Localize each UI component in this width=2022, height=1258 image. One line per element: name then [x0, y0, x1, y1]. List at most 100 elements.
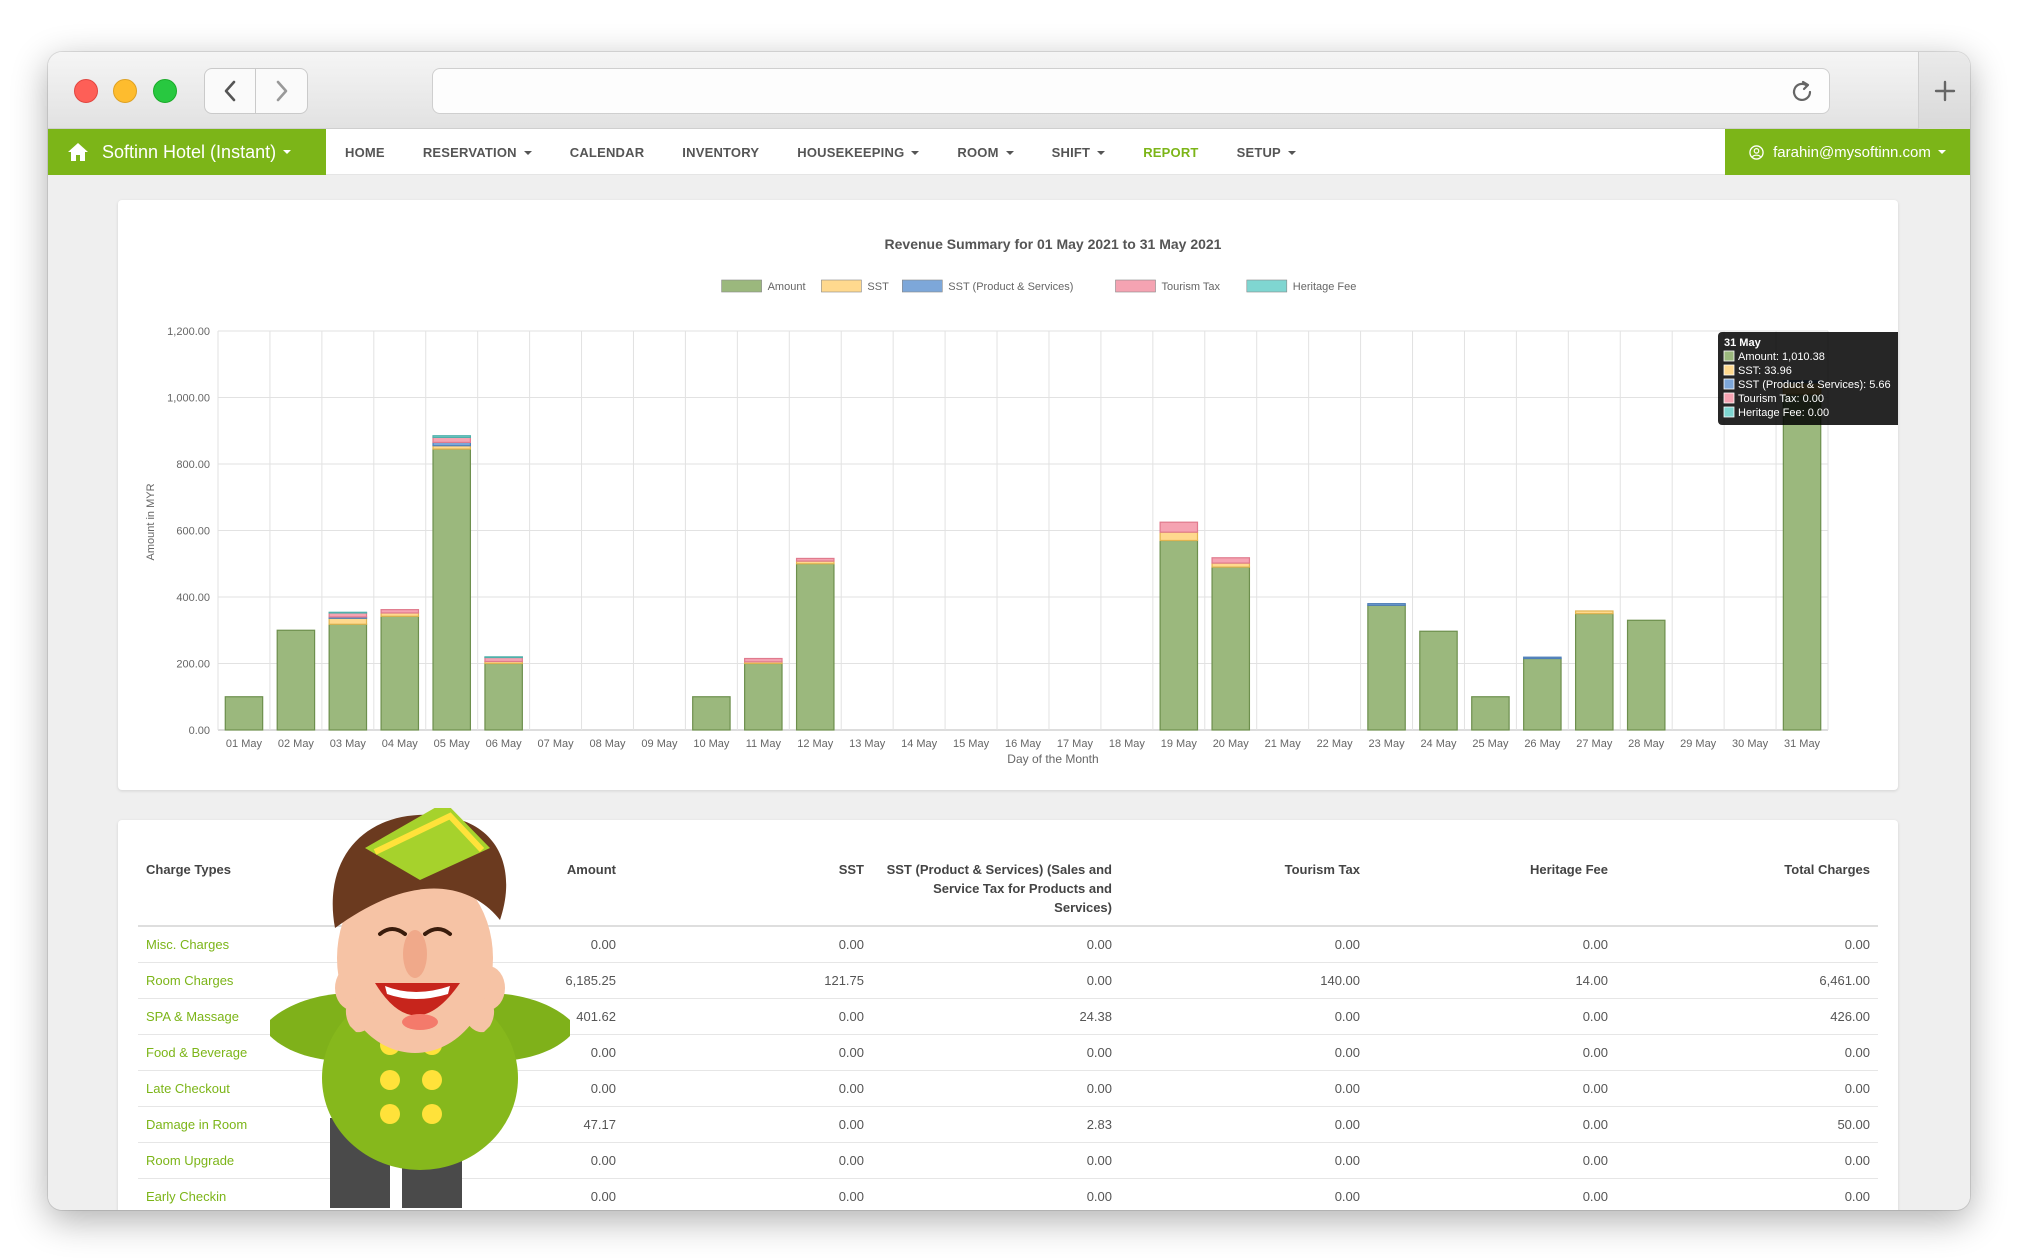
browser-toolbar	[48, 52, 1970, 129]
tooltip-line: Tourism Tax: 0.00	[1738, 393, 1824, 405]
charge-type-link[interactable]: Room Charges	[146, 972, 234, 988]
bar-segment-amount	[692, 696, 731, 731]
col-tourism-tax[interactable]: Tourism Tax	[1120, 850, 1368, 927]
bar-segment-amount	[328, 623, 368, 731]
table-cell: 0.00	[1120, 1070, 1368, 1107]
chart-legend: Amount SST SST (Product & Services) Tourism…	[721, 279, 1357, 293]
hotel-selector[interactable]: Softinn Hotel (Instant)	[48, 129, 326, 175]
tooltip-background	[1718, 332, 1904, 425]
reload-icon[interactable]	[1789, 79, 1815, 105]
bar-segment-amount	[484, 662, 523, 731]
minimize-window-button[interactable]	[113, 79, 137, 103]
table-cell: 50.00	[1616, 1106, 1878, 1143]
x-tick-label: 13 May	[849, 738, 886, 750]
table-cell: 2.83	[872, 1106, 1120, 1143]
charge-type-link[interactable]: Late Checkout	[146, 1080, 230, 1096]
charge-type-link[interactable]: Room Upgrade	[146, 1152, 235, 1168]
new-tab-button[interactable]	[1918, 52, 1970, 129]
charge-type-link[interactable]: SPA & Massage	[146, 1008, 239, 1024]
x-tick-label: 14 May	[901, 738, 938, 750]
nav-home[interactable]: HOME	[326, 145, 404, 160]
col-total-charges[interactable]: Total Charges	[1616, 850, 1878, 927]
chevron-down-icon	[911, 151, 920, 156]
legend-swatch	[1246, 279, 1288, 293]
table-cell: 0.00	[624, 1142, 872, 1179]
forward-button[interactable]	[256, 68, 308, 114]
maximize-window-button[interactable]	[153, 79, 177, 103]
bar-segment-amount	[795, 563, 835, 731]
legend-label: Heritage Fee	[1293, 281, 1357, 293]
close-window-button[interactable]	[74, 79, 98, 103]
chevron-right-icon	[276, 80, 287, 102]
legend-swatch	[901, 279, 943, 293]
table-cell: 0.00	[1120, 1178, 1368, 1210]
nav-label: HOUSEKEEPING	[797, 144, 905, 160]
legend-swatch	[721, 279, 762, 293]
x-tick-label: 28 May	[1628, 738, 1665, 750]
user-menu[interactable]: farahin@mysoftinn.com	[1725, 129, 1970, 175]
y-tick-label: 1,200.00	[167, 326, 210, 338]
user-email: farahin@mysoftinn.com	[1773, 143, 1931, 161]
col-heritage-fee[interactable]: Heritage Fee	[1368, 850, 1616, 927]
y-tick-label: 400.00	[176, 592, 210, 604]
table-cell: 0.00	[624, 1070, 872, 1107]
bar-segment-tourism-tax	[432, 436, 472, 443]
nav-label: RESERVATION	[422, 144, 517, 160]
table-cell: 0.00	[438, 1178, 624, 1210]
bar-segment-heritage-fee	[328, 611, 368, 614]
back-button[interactable]	[204, 68, 256, 114]
bar-segment-tourism-tax	[744, 657, 783, 663]
tooltip-line: SST (Product & Services): 5.66	[1738, 379, 1891, 391]
nav-calendar[interactable]: CALENDAR	[551, 145, 664, 160]
tooltip-swatch	[1723, 378, 1735, 390]
tooltip-swatch	[1723, 392, 1735, 404]
col-sst-product-services[interactable]: SST (Product & Services) (Sales and Serv…	[872, 850, 1120, 927]
table-cell: 0.00	[1120, 998, 1368, 1035]
table-cell: 0.00	[1616, 1142, 1878, 1179]
table-cell: 0.00	[1616, 1034, 1878, 1071]
table-cell: 0.00	[872, 962, 1120, 999]
nav-reservation[interactable]: RESERVATION	[404, 145, 551, 160]
table-cell: 0.00	[1616, 1070, 1878, 1107]
table-cell: 0.00	[624, 1178, 872, 1210]
y-axis-label: Amount in MYR	[145, 483, 157, 560]
table-cell: 0.00	[624, 998, 872, 1035]
table-cell: 0.00	[1368, 1142, 1616, 1179]
table-cell: 0.00	[1120, 1034, 1368, 1071]
bar-segment-amount	[380, 615, 420, 731]
x-tick-label: 18 May	[1109, 738, 1146, 750]
nav-room[interactable]: ROOM	[938, 145, 1032, 160]
nav-setup[interactable]: SETUP	[1218, 145, 1315, 160]
col-sst[interactable]: SST	[624, 850, 872, 927]
charge-type-link[interactable]: Damage in Room	[146, 1116, 248, 1132]
table-cell: 0.00	[624, 1106, 872, 1143]
table-cell: 6,461.00	[1616, 962, 1878, 999]
hotel-name: Softinn Hotel (Instant)	[102, 141, 277, 162]
x-axis-label: Day of the Month	[1007, 752, 1098, 766]
chevron-down-icon	[283, 150, 292, 154]
table-cell: 0.00	[1368, 998, 1616, 1035]
bar-segment-sst-product-services-	[1367, 603, 1406, 606]
x-tick-label: 21 May	[1265, 738, 1302, 750]
nav-housekeeping[interactable]: HOUSEKEEPING	[778, 145, 938, 160]
x-tick-label: 08 May	[589, 738, 626, 750]
nav-inventory[interactable]: INVENTORY	[663, 145, 778, 160]
y-tick-label: 1,000.00	[167, 393, 210, 405]
bar-segment-tourism-tax	[1211, 557, 1251, 564]
bar-segment-amount	[1782, 393, 1822, 731]
charge-type-link[interactable]: Food & Beverage	[146, 1044, 248, 1060]
bar-segment-sst	[328, 617, 368, 625]
table-cell: 0.00	[1616, 926, 1878, 963]
bar-segment-amount	[432, 448, 472, 731]
nav-shift[interactable]: SHIFT	[1033, 145, 1125, 160]
charge-type-link[interactable]: Early Checkin	[146, 1188, 227, 1204]
x-tick-label: 29 May	[1680, 738, 1717, 750]
app-navbar: Softinn Hotel (Instant) HOME RESERVATION C…	[48, 129, 1970, 175]
x-tick-label: 01 May	[226, 738, 263, 750]
nav-report[interactable]: REPORT	[1124, 145, 1217, 160]
charge-type-link[interactable]: Misc. Charges	[146, 936, 230, 952]
bar-segment-tourism-tax	[1159, 521, 1199, 533]
address-bar[interactable]	[432, 68, 1830, 114]
x-tick-label: 04 May	[382, 738, 419, 750]
x-tick-label: 09 May	[641, 738, 678, 750]
